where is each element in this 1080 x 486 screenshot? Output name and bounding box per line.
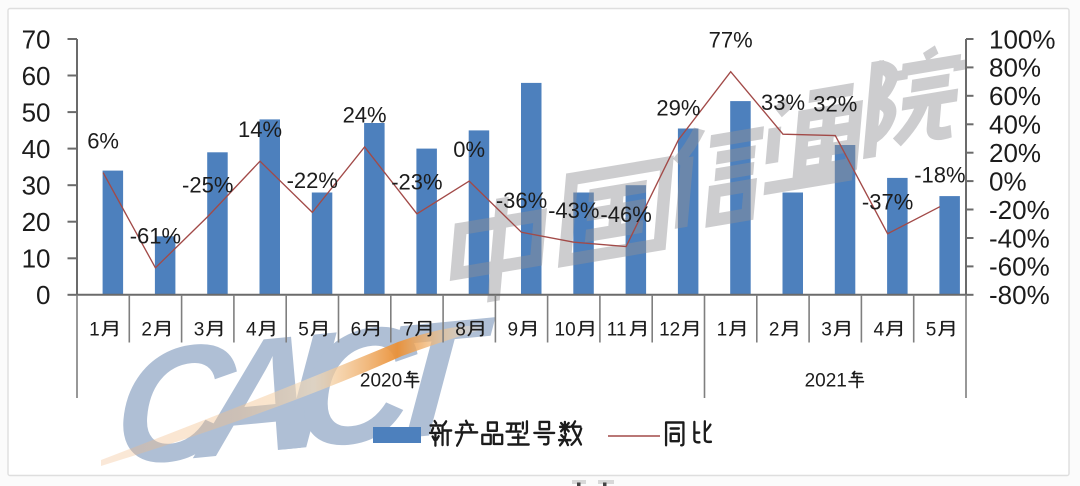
svg-text:-20%: -20% xyxy=(989,195,1050,225)
svg-text:9: 9 xyxy=(508,320,519,341)
svg-text:12: 12 xyxy=(659,320,680,341)
svg-text:0: 0 xyxy=(36,280,50,310)
svg-text:4: 4 xyxy=(874,320,885,341)
svg-text:10: 10 xyxy=(22,244,51,274)
svg-text:3: 3 xyxy=(821,320,832,341)
svg-text:-60%: -60% xyxy=(989,252,1050,282)
svg-text:-40%: -40% xyxy=(989,223,1050,253)
svg-text:-36%: -36% xyxy=(496,188,547,213)
svg-text:-18%: -18% xyxy=(914,162,965,187)
svg-text:6: 6 xyxy=(351,320,362,341)
svg-text:4: 4 xyxy=(246,320,257,341)
svg-text:2: 2 xyxy=(141,320,152,341)
svg-text:20: 20 xyxy=(22,207,51,237)
svg-text:10: 10 xyxy=(555,320,576,341)
svg-text:6%: 6% xyxy=(87,128,119,153)
svg-text:-80%: -80% xyxy=(989,280,1050,310)
svg-text:0%: 0% xyxy=(989,166,1027,196)
svg-text:32%: 32% xyxy=(813,91,857,116)
svg-text:-43%: -43% xyxy=(548,198,599,223)
svg-text:5: 5 xyxy=(298,320,309,341)
svg-text:60: 60 xyxy=(22,61,51,91)
svg-text:29%: 29% xyxy=(656,96,700,121)
svg-text:2021: 2021 xyxy=(805,371,847,392)
svg-text:100%: 100% xyxy=(989,24,1056,54)
svg-text:-23%: -23% xyxy=(391,170,442,195)
svg-text:33%: 33% xyxy=(761,90,805,115)
svg-text:7: 7 xyxy=(403,320,414,341)
svg-text:2: 2 xyxy=(769,320,780,341)
svg-text:-22%: -22% xyxy=(287,168,338,193)
svg-text:-61%: -61% xyxy=(130,224,181,249)
svg-text:30: 30 xyxy=(22,171,51,201)
svg-text:0%: 0% xyxy=(453,137,485,162)
svg-text:5: 5 xyxy=(926,320,937,341)
svg-text:-37%: -37% xyxy=(862,189,913,214)
svg-text:2020: 2020 xyxy=(360,371,402,392)
svg-text:20%: 20% xyxy=(989,138,1041,168)
svg-text:50: 50 xyxy=(22,97,51,127)
svg-text:1: 1 xyxy=(89,320,100,341)
svg-text:80%: 80% xyxy=(989,53,1041,83)
svg-text:-46%: -46% xyxy=(600,202,651,227)
svg-text:40: 40 xyxy=(22,134,51,164)
svg-text:14%: 14% xyxy=(238,117,282,142)
svg-text:3: 3 xyxy=(194,320,205,341)
svg-text:77%: 77% xyxy=(709,27,753,52)
svg-text:70: 70 xyxy=(22,24,51,54)
svg-text:24%: 24% xyxy=(343,103,387,128)
svg-text:40%: 40% xyxy=(989,110,1041,140)
svg-text:60%: 60% xyxy=(989,81,1041,111)
svg-text:1: 1 xyxy=(717,320,728,341)
svg-text:8: 8 xyxy=(455,320,466,341)
svg-text:11: 11 xyxy=(607,320,627,341)
svg-text:-25%: -25% xyxy=(182,172,233,197)
